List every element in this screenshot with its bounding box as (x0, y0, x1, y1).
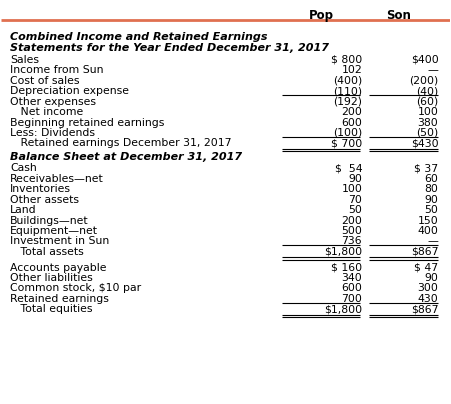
Text: Land: Land (10, 205, 37, 215)
Text: 70: 70 (348, 195, 362, 205)
Text: $400: $400 (411, 55, 438, 65)
Text: (40): (40) (416, 86, 438, 96)
Text: (100): (100) (333, 128, 362, 138)
Text: 400: 400 (418, 226, 438, 236)
Text: Retained earnings: Retained earnings (10, 294, 109, 304)
Text: (50): (50) (416, 128, 438, 138)
Text: 300: 300 (418, 283, 438, 293)
Text: Balance Sheet at December 31, 2017: Balance Sheet at December 31, 2017 (10, 152, 243, 162)
Text: 700: 700 (341, 294, 362, 304)
Text: 500: 500 (341, 226, 362, 236)
Text: 200: 200 (341, 107, 362, 117)
Text: Cost of sales: Cost of sales (10, 76, 80, 86)
Text: 600: 600 (341, 118, 362, 128)
Text: $ 800: $ 800 (331, 55, 362, 65)
Text: (200): (200) (409, 76, 438, 86)
Text: 150: 150 (418, 216, 438, 225)
Text: Net income: Net income (10, 107, 83, 117)
Text: Equipment—net: Equipment—net (10, 226, 98, 236)
Text: —: — (428, 236, 438, 246)
Text: $  54: $ 54 (335, 163, 362, 173)
Text: 90: 90 (424, 273, 438, 283)
Text: Cash: Cash (10, 163, 37, 173)
Text: Combined Income and Retained Earnings: Combined Income and Retained Earnings (10, 32, 268, 42)
Text: 90: 90 (424, 195, 438, 205)
Text: $ 160: $ 160 (331, 263, 362, 273)
Text: (400): (400) (333, 76, 362, 86)
Text: Beginning retained earnings: Beginning retained earnings (10, 118, 165, 128)
Text: Income from Sun: Income from Sun (10, 65, 104, 76)
Text: 102: 102 (341, 65, 362, 76)
Text: Retained earnings December 31, 2017: Retained earnings December 31, 2017 (10, 139, 232, 148)
Text: $ 37: $ 37 (414, 163, 438, 173)
Text: Sales: Sales (10, 55, 39, 65)
Text: Depreciation expense: Depreciation expense (10, 86, 129, 96)
Text: Other expenses: Other expenses (10, 97, 97, 107)
Text: Less: Dividends: Less: Dividends (10, 128, 95, 138)
Text: Receivables—net: Receivables—net (10, 174, 104, 184)
Text: (192): (192) (333, 97, 362, 107)
Text: 90: 90 (348, 174, 362, 184)
Text: $867: $867 (411, 247, 438, 257)
Text: $ 47: $ 47 (414, 263, 438, 273)
Text: $1,800: $1,800 (324, 247, 362, 257)
Text: —: — (428, 65, 438, 76)
Text: 50: 50 (348, 205, 362, 215)
Text: 340: 340 (341, 273, 362, 283)
Text: 736: 736 (341, 236, 362, 246)
Text: Son: Son (386, 9, 410, 22)
Text: $430: $430 (411, 139, 438, 148)
Text: 50: 50 (424, 205, 438, 215)
Text: 380: 380 (418, 118, 438, 128)
Text: $867: $867 (411, 304, 438, 314)
Text: Other assets: Other assets (10, 195, 79, 205)
Text: 100: 100 (341, 184, 362, 194)
Text: 600: 600 (341, 283, 362, 293)
Text: 80: 80 (424, 184, 438, 194)
Text: Investment in Sun: Investment in Sun (10, 236, 110, 246)
Text: Other liabilities: Other liabilities (10, 273, 93, 283)
Text: Statements for the Year Ended December 31, 2017: Statements for the Year Ended December 3… (10, 43, 329, 53)
Text: 430: 430 (418, 294, 438, 304)
Text: (60): (60) (416, 97, 438, 107)
Text: Buildings—net: Buildings—net (10, 216, 89, 225)
Text: (110): (110) (333, 86, 362, 96)
Text: Total assets: Total assets (10, 247, 84, 257)
Text: $ 700: $ 700 (331, 139, 362, 148)
Text: Accounts payable: Accounts payable (10, 263, 107, 273)
Text: 60: 60 (424, 174, 438, 184)
Text: Inventories: Inventories (10, 184, 71, 194)
Text: Total equities: Total equities (10, 304, 93, 314)
Text: Pop: Pop (309, 9, 334, 22)
Text: 100: 100 (418, 107, 438, 117)
Text: $1,800: $1,800 (324, 304, 362, 314)
Text: 200: 200 (341, 216, 362, 225)
Text: Common stock, $10 par: Common stock, $10 par (10, 283, 142, 293)
